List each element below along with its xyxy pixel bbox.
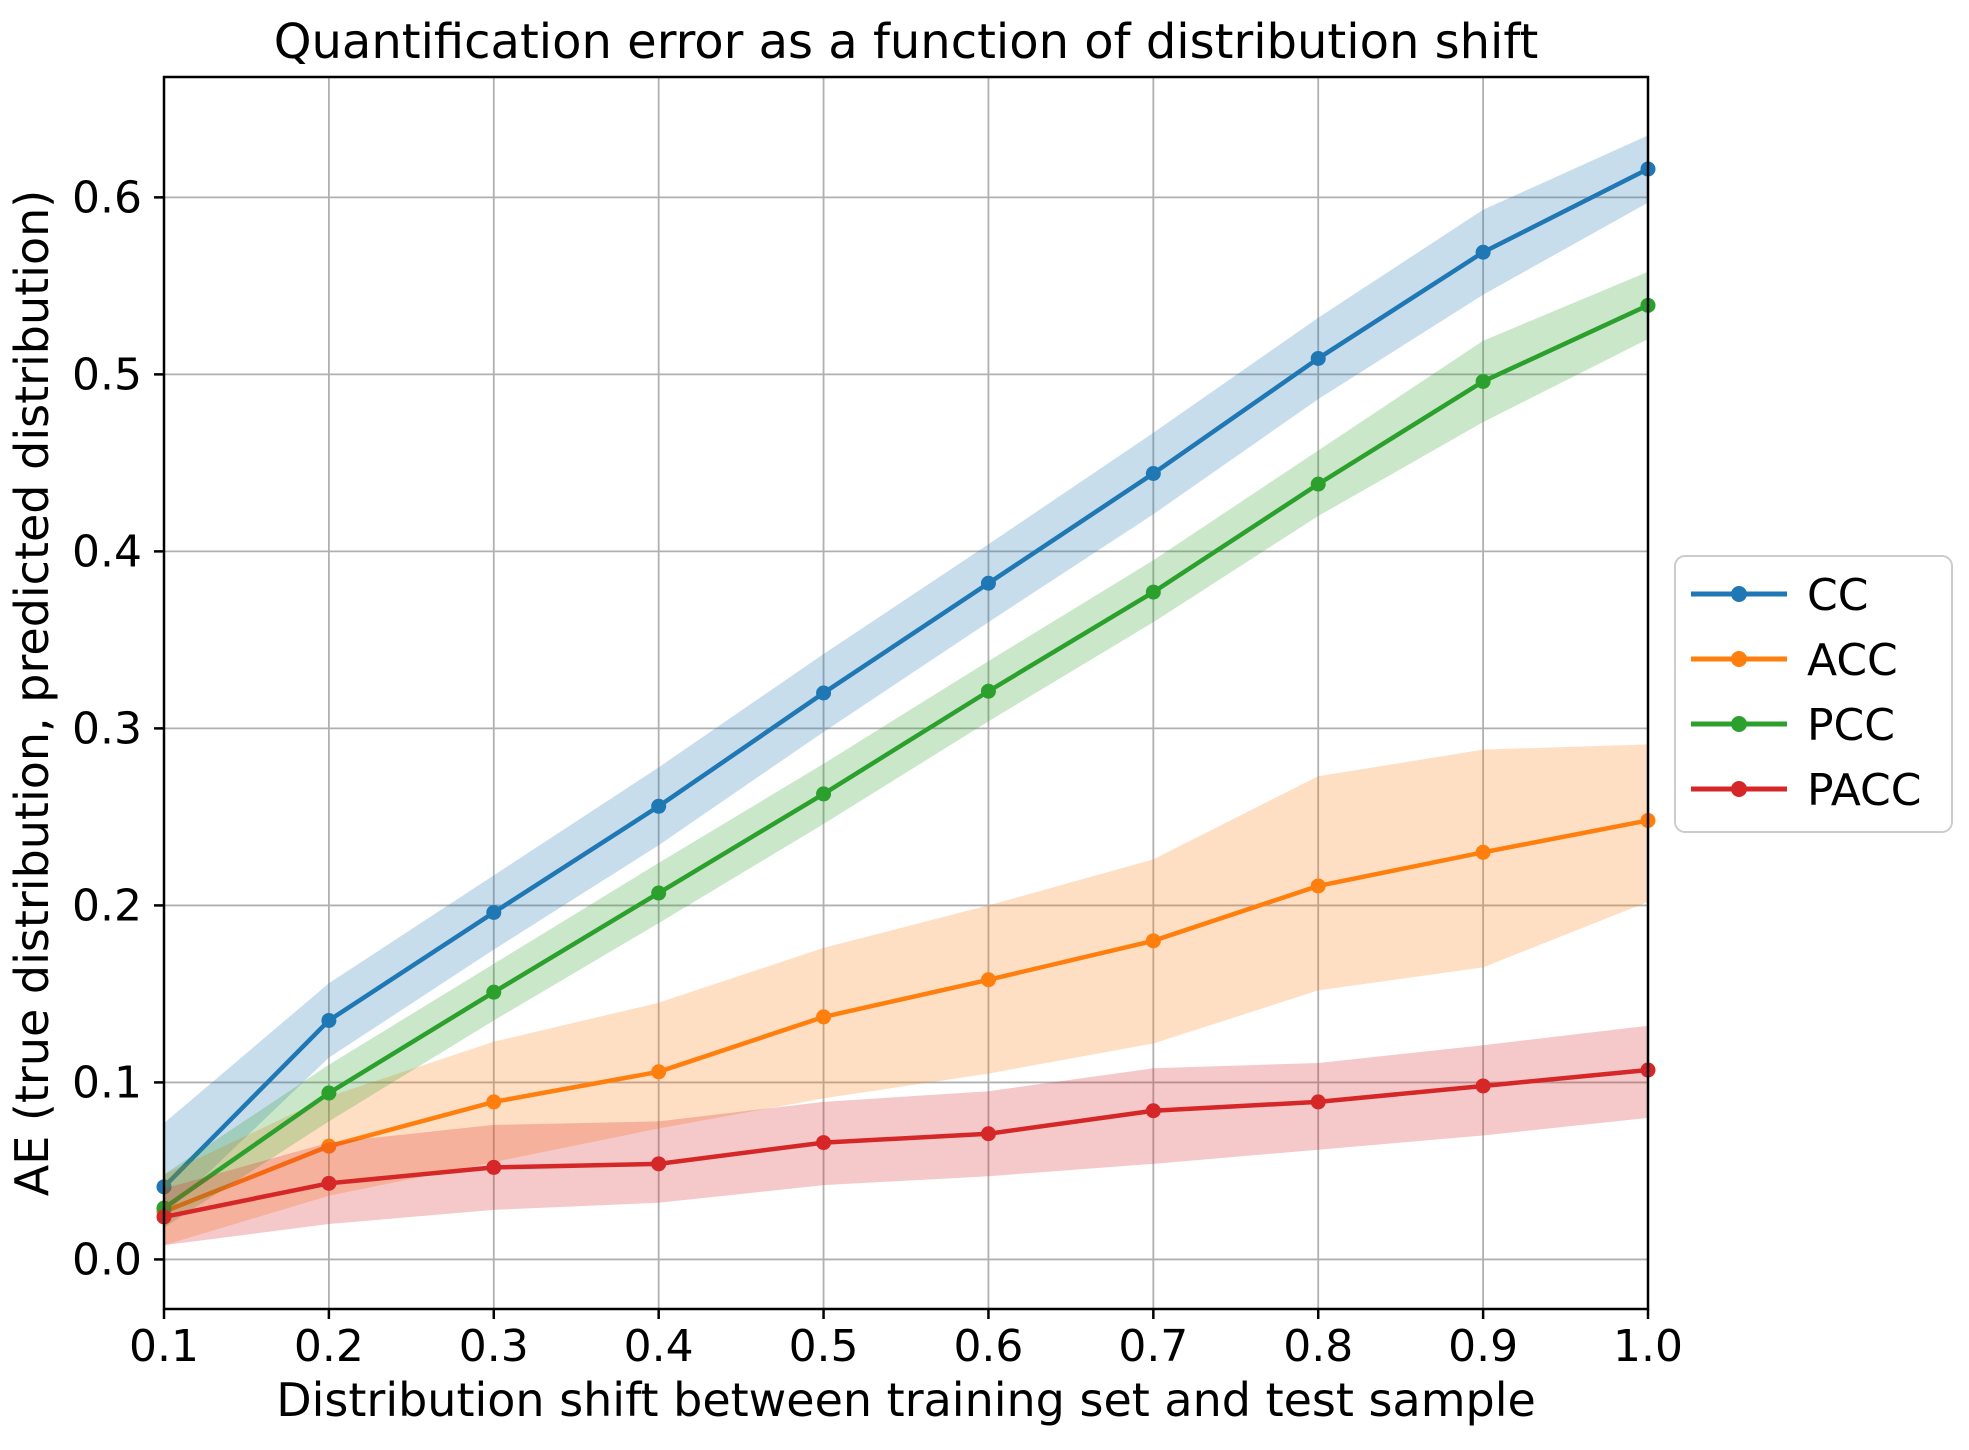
series-pcc-marker: [1475, 373, 1491, 389]
series-cc-marker: [980, 575, 996, 591]
legend-marker: [1731, 651, 1747, 667]
series-layer: [156, 135, 1656, 1246]
x-tick-label: 0.3: [459, 1321, 529, 1372]
legend-item-label: ACC: [1807, 635, 1898, 686]
series-pacc-marker: [1475, 1078, 1491, 1094]
series-pcc-line: [162, 303, 1649, 1210]
series-cc-marker: [651, 798, 667, 814]
axes-layer: 0.1 0.2 0.3 0.4 0.5 0.6 0.7 0.8 0.9 1.0 0.0 0.1 0.2 0…: [72, 172, 1683, 1372]
series-pcc-marker: [980, 683, 996, 699]
x-axis-label: Distribution shift between training set …: [276, 1373, 1536, 1427]
y-tick-label: 0.4: [72, 526, 142, 577]
x-tick-label: 0.7: [1118, 1321, 1188, 1372]
series-pacc-line: [163, 1067, 1649, 1220]
series-acc-marker: [321, 1138, 337, 1154]
series-acc-line: [163, 818, 1649, 1214]
series-cc-marker: [816, 685, 832, 701]
x-tick-label: 0.2: [294, 1321, 364, 1372]
x-tick-label: 0.5: [789, 1321, 859, 1372]
x-tick-label: 0.6: [953, 1321, 1023, 1372]
series-pcc-marker: [486, 984, 502, 1000]
y-tick-label: 0.0: [72, 1234, 142, 1285]
y-tick-label: 0.1: [72, 1057, 142, 1108]
series-acc-marker: [816, 1009, 832, 1025]
series-cc-marker: [486, 904, 502, 920]
series-pcc-marker: [1310, 476, 1326, 492]
x-tick-label: 0.9: [1448, 1321, 1518, 1372]
series-acc-marker: [1310, 878, 1326, 894]
legend: CC ACC PCC PACC: [1674, 555, 1953, 833]
series-pacc-marker: [651, 1156, 667, 1172]
series-cc-band: [164, 135, 1648, 1216]
y-tick-label: 0.3: [72, 703, 142, 754]
series-acc-marker: [1145, 933, 1161, 949]
legend-item-label: PCC: [1807, 700, 1895, 751]
series-cc-marker: [1145, 466, 1161, 482]
legend-marker: [1731, 716, 1747, 732]
legend-marker: [1731, 781, 1747, 797]
series-pcc-marker: [1145, 584, 1161, 600]
y-tick-label: 0.6: [72, 172, 142, 223]
series-pcc-marker: [651, 885, 667, 901]
series-pacc-marker: [1310, 1094, 1326, 1110]
series-cc-marker: [321, 1012, 337, 1028]
series-pcc-marker: [321, 1085, 337, 1101]
series-cc-line: [162, 167, 1650, 1189]
x-tick-label: 0.4: [624, 1321, 694, 1372]
x-tick-label: 1.0: [1613, 1321, 1683, 1372]
series-pacc-marker: [486, 1159, 502, 1175]
x-tick-label: 0.1: [129, 1321, 199, 1372]
legend-item-label: CC: [1807, 570, 1868, 621]
series-pacc-marker: [1145, 1103, 1161, 1119]
series-cc-marker: [1475, 244, 1491, 260]
chart-title: Quantification error as a function of di…: [274, 14, 1539, 70]
series-pacc-marker: [980, 1126, 996, 1142]
legend-item-label: PACC: [1807, 765, 1922, 816]
x-tick-label: 0.8: [1283, 1321, 1353, 1372]
series-pacc-marker: [816, 1135, 832, 1151]
series-acc-marker: [1475, 844, 1491, 860]
series-acc-marker: [980, 972, 996, 988]
series-acc-marker: [486, 1094, 502, 1110]
y-tick-label: 0.2: [72, 880, 142, 931]
y-tick-label: 0.5: [72, 349, 142, 400]
series-pacc-band: [164, 1025, 1648, 1246]
legend-marker: [1731, 586, 1747, 602]
series-acc-band: [164, 744, 1648, 1246]
y-axis-label: AE (true distribution, predicted distrib…: [5, 190, 59, 1196]
series-pacc-marker: [321, 1175, 337, 1191]
series-cc-marker: [1310, 350, 1326, 366]
series-pcc-marker: [816, 786, 832, 802]
series-acc-marker: [651, 1064, 667, 1080]
plot-border: [162, 75, 1650, 1311]
legend-box: [1674, 555, 1953, 833]
